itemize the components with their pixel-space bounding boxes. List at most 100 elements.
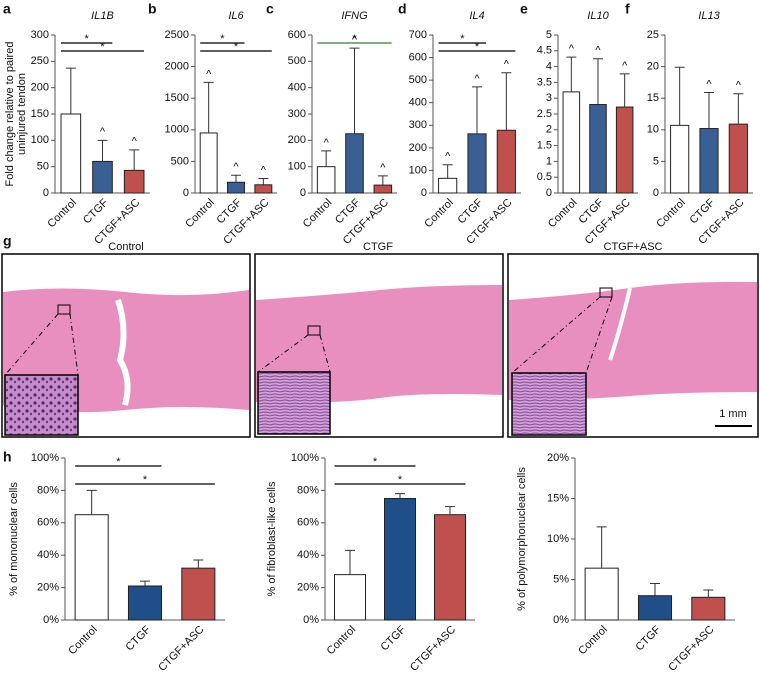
- y-tick-label: 200: [31, 82, 49, 94]
- error-bar: [65, 67, 76, 114]
- bar: [562, 91, 581, 194]
- y-tick-label: 300: [409, 119, 427, 131]
- y-tick-label: 100%: [291, 452, 319, 464]
- y-tick-label: 0: [300, 187, 306, 199]
- y-tick-label: 0%: [303, 614, 319, 626]
- bar: [181, 567, 216, 621]
- significance-label: *: [460, 33, 465, 45]
- significance-marker: ^: [324, 137, 330, 149]
- significance-label: *: [475, 41, 480, 53]
- x-tick-label: Control: [325, 624, 359, 658]
- significance-marker: ^: [352, 34, 358, 46]
- y-tick-label: 1000: [165, 124, 189, 136]
- y-tick-label: 5: [546, 29, 552, 41]
- tissue-tear: [608, 287, 632, 361]
- significance-marker: ^: [736, 80, 742, 92]
- bar: [123, 169, 145, 194]
- y-tick-label: 15%: [547, 492, 569, 504]
- bar: [316, 166, 336, 194]
- error-bar: [445, 506, 455, 515]
- y-tick-label: 200: [409, 142, 427, 154]
- y-tick-label: 60%: [297, 517, 319, 529]
- y-tick-label: 200: [288, 134, 306, 146]
- bar: [92, 160, 113, 194]
- significance-marker: ^: [445, 151, 451, 163]
- y-tick-label: 300: [31, 29, 49, 41]
- y-tick-label: 0: [183, 187, 189, 199]
- panel-letter: f: [625, 1, 630, 17]
- inset-line: [257, 334, 331, 373]
- error-bar: [97, 139, 108, 162]
- bar: [584, 567, 619, 621]
- error-bar: [129, 149, 140, 171]
- panel-letter: b: [148, 1, 157, 17]
- error-bar: [321, 150, 332, 167]
- y-tick-label: 100: [288, 161, 306, 173]
- significance-label: *: [85, 33, 90, 45]
- x-tick-label: Control: [301, 197, 335, 231]
- histology-title: Control: [108, 241, 143, 253]
- chart-title: IFNG: [341, 10, 368, 22]
- error-bar: [140, 580, 150, 586]
- bar: [670, 124, 690, 194]
- bar-chart: e IL1000.511.522.533.544.55^Control^CTGF^…: [520, 1, 638, 247]
- y-tick-label: 0: [421, 187, 427, 199]
- y-tick-label: 150: [31, 108, 49, 120]
- x-tick-label: CTGF+ASC: [666, 624, 716, 674]
- chart-title: IL13: [698, 10, 720, 22]
- bar: [373, 184, 393, 194]
- y-tick-label: 400: [409, 97, 427, 109]
- x-tick-label: Control: [654, 197, 688, 231]
- y-tick-label: 80%: [297, 484, 319, 496]
- significance-marker: ^: [569, 43, 575, 55]
- significance-marker: ^: [132, 136, 138, 148]
- bar-chart: d IL40100200300400500600700^Control^CTGF^…: [398, 1, 521, 247]
- inset-image: [4, 374, 79, 436]
- y-tick-label: 20%: [297, 582, 319, 594]
- bar: [127, 585, 163, 621]
- error-bar: [349, 47, 360, 134]
- y-tick-label: 10%: [547, 533, 569, 545]
- y-axis-label: % of mononuclear cells: [8, 482, 20, 596]
- y-tick-label: 0: [43, 187, 49, 199]
- significance-marker: ^: [206, 68, 212, 80]
- y-tick-label: 1: [546, 155, 552, 167]
- y-tick-label: 40%: [297, 549, 319, 561]
- bar: [434, 514, 466, 621]
- y-tick-label: 5: [653, 155, 659, 167]
- inset-image: [257, 371, 331, 435]
- y-tick-label: 300: [288, 108, 306, 120]
- panel-letter: d: [398, 1, 407, 17]
- y-tick-label: 0: [653, 187, 659, 199]
- significance-marker: ^: [706, 78, 712, 90]
- significance-label: *: [234, 41, 239, 53]
- panel-letter: a: [3, 1, 11, 17]
- panel-letter: e: [520, 1, 528, 17]
- significance-marker: ^: [261, 164, 267, 176]
- bar-chart: % of fibroblast-like cells 0% 20% 40% 60% 80%…: [266, 452, 475, 674]
- error-bar: [345, 549, 355, 575]
- y-tick-label: 15: [647, 92, 659, 104]
- bar: [589, 104, 607, 194]
- x-tick-label: Control: [66, 624, 100, 658]
- y-tick-label: 100%: [31, 452, 59, 464]
- error-bar: [377, 175, 388, 186]
- bar: [199, 132, 218, 194]
- error-bar: [619, 73, 630, 108]
- x-tick-label: Control: [546, 197, 580, 231]
- inset-box: [599, 287, 613, 298]
- significance-label: *: [220, 33, 225, 45]
- panel-letter: c: [266, 1, 274, 17]
- y-tick-label: 400: [288, 82, 306, 94]
- error-bar: [703, 589, 714, 598]
- error-bar: [596, 526, 607, 569]
- error-bar: [674, 66, 685, 126]
- significance-label: *: [143, 474, 148, 486]
- bar: [691, 596, 726, 621]
- bar-chart: a IL1B Fold change relative to paired uninj…: [3, 1, 150, 247]
- error-bar: [203, 81, 214, 133]
- x-tick-label: CTGF: [634, 624, 664, 654]
- histology-panel: g Control CTGF CTGF+ASC 1 mm: [1, 233, 759, 438]
